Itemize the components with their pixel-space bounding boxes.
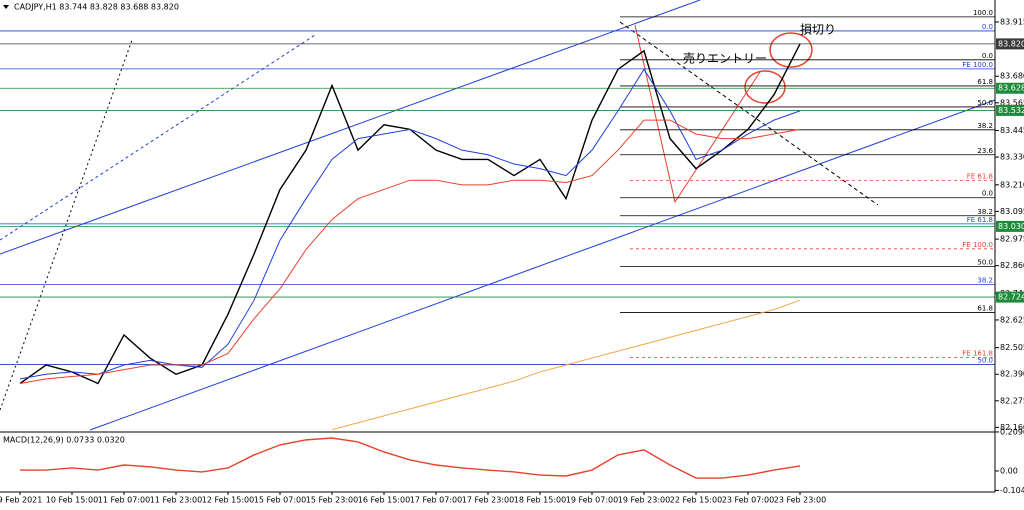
price-box xyxy=(996,104,1024,116)
annotation: 売りエントリー xyxy=(683,51,767,66)
x-tick-label: 17 Feb 07:00 xyxy=(410,496,462,505)
y-tick-label: 83.445 xyxy=(1000,126,1024,135)
fib-label: 0.0 xyxy=(982,23,993,31)
macd-title: MACD(12,26,9) 0.0733 0.0320 xyxy=(3,436,125,445)
fib-label: 50.0 xyxy=(977,259,993,267)
x-tick-label: 23 Feb 07:00 xyxy=(722,496,774,505)
y-tick-label: 82.390 xyxy=(1000,370,1024,379)
price-box-label: 83.030 xyxy=(998,222,1024,231)
y-tick-label: 83.095 xyxy=(1000,207,1024,216)
x-tick-label: 18 Feb 15:00 xyxy=(514,496,566,505)
x-tick-label: 10 Feb 15:00 xyxy=(46,496,98,505)
price-box xyxy=(996,291,1024,303)
fib-label: FE 100.0 xyxy=(962,61,993,69)
x-tick-label: 11 Feb 07:00 xyxy=(98,496,150,505)
series-line xyxy=(20,437,801,479)
y-tick-label: 82.160 xyxy=(1000,423,1024,432)
x-tick-label: 19 Feb 23:00 xyxy=(618,496,670,505)
x-tick-label: 22 Feb 15:00 xyxy=(670,496,722,505)
menu-arrow xyxy=(3,5,9,9)
y-tick-label: -0.1044 xyxy=(1000,486,1024,495)
price-box-label: 82.724 xyxy=(998,293,1024,302)
fib-label: FE 61.8 xyxy=(967,173,993,181)
series-line xyxy=(331,299,801,431)
zigzag xyxy=(634,24,761,204)
circle-highlight xyxy=(744,70,786,104)
x-tick-label: 15 Feb 07:00 xyxy=(254,496,306,505)
fib-label: FE 100.0 xyxy=(962,241,993,249)
y-tick-label: 0.2096 xyxy=(1000,427,1024,436)
x-tick-label: 11 Feb 23:00 xyxy=(150,496,202,505)
fib-label: 38.2 xyxy=(977,208,993,216)
y-tick-label: 82.505 xyxy=(1000,343,1024,352)
series-line xyxy=(19,68,801,380)
series-line xyxy=(19,119,801,384)
price-box xyxy=(996,220,1024,232)
fib-label: FE 61.8 xyxy=(967,216,993,224)
y-tick-label: 82.625 xyxy=(1000,315,1024,324)
x-tick-label: 16 Feb 15:00 xyxy=(358,496,410,505)
y-tick-label: 83.565 xyxy=(1000,98,1024,107)
fib-label: 38.2 xyxy=(977,277,993,285)
annotation: 損切り xyxy=(800,22,836,37)
x-tick-label: 23 Feb 23:00 xyxy=(774,496,826,505)
y-tick-label: 0.00 xyxy=(1000,466,1018,475)
fib-label: 0.0 xyxy=(982,52,993,60)
fib-label: 61.8 xyxy=(977,305,993,313)
x-tick-label: 17 Feb 23:00 xyxy=(462,496,514,505)
channel-upper xyxy=(0,0,701,255)
price-box-label: 83.820 xyxy=(998,39,1024,48)
y-tick-label: 83.210 xyxy=(1000,180,1024,189)
circle-highlight xyxy=(769,32,813,68)
x-tick-label: 19 Feb 07:00 xyxy=(566,496,618,505)
x-tick-label: 15 Feb 23:00 xyxy=(306,496,358,505)
fib-label: 61.8 xyxy=(977,78,993,86)
fib-label: 50.0 xyxy=(977,99,993,107)
y-tick-label: 83.680 xyxy=(1000,72,1024,81)
x-tick-label: 12 Feb 15:00 xyxy=(202,496,254,505)
y-tick-label: 83.330 xyxy=(1000,153,1024,162)
price-box xyxy=(996,82,1024,94)
y-tick-label: 82.860 xyxy=(1000,261,1024,270)
y-tick-label: 83.915 xyxy=(1000,17,1024,26)
y-tick-label: 82.975 xyxy=(1000,235,1024,244)
fib-label: 38.2 xyxy=(977,122,993,130)
fib-label: 50.0 xyxy=(977,357,993,365)
dashed-line xyxy=(0,39,133,411)
fib-label: 23.6 xyxy=(977,147,993,155)
y-tick-label: 82.275 xyxy=(1000,396,1024,405)
fib-label: 100.0 xyxy=(973,9,993,17)
price-box-label: 83.532 xyxy=(998,106,1024,115)
fib-label: FE 161.8 xyxy=(962,350,993,358)
chart-title: CADJPY,H1 83.744 83.828 83.688 83.820 xyxy=(14,3,179,12)
x-tick-label: 9 Feb 2021 xyxy=(0,496,42,505)
fib-label: 0.0 xyxy=(982,190,993,198)
price-box-label: 83.628 xyxy=(998,84,1024,93)
dashed-line xyxy=(619,21,879,206)
price-box xyxy=(996,38,1024,50)
